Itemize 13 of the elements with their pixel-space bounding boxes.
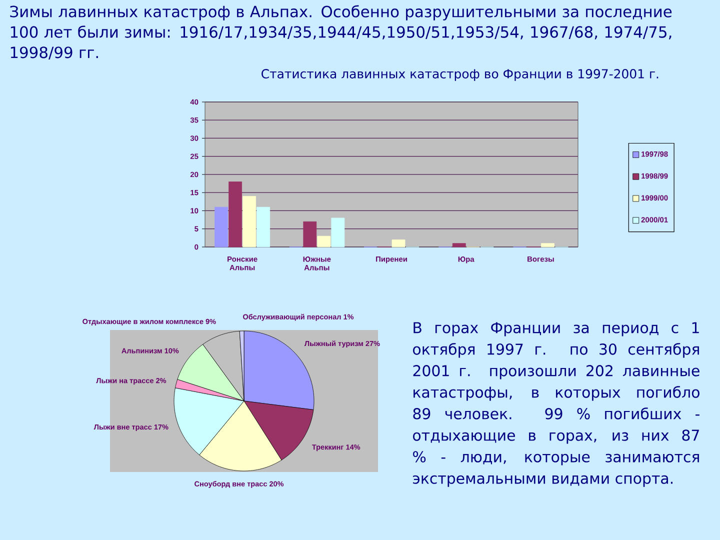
bar xyxy=(303,221,317,248)
text: В горах Франции за период с 1 октября 1997 г. по 30 сентября 2001 г. произошли 202 лавинные катастрофы, в которых погибло 89 человек. 99 % погибших - отдыхающие в горах, из них 87 % - люди, которые занимаются экстремальными видами спорта. xyxy=(413,322,700,487)
bar xyxy=(256,206,270,248)
bar xyxy=(317,236,331,248)
text: Зимы лавинных катастроф в Альпах. Особенно разрушительными за последние 100 лет были зимы: 1916/17,1934/35,1944/45,1950/51,1953/54, 1967/68, 1974/75, 1998/99 гг. xyxy=(10,5,672,60)
bar xyxy=(392,240,406,248)
bar xyxy=(331,218,345,248)
bar xyxy=(242,196,256,248)
chart-title: Статистика лавинных катастроф во Франции в 1997-2001 г. xyxy=(262,69,658,81)
bar xyxy=(214,206,228,248)
bar xyxy=(452,243,466,248)
bar xyxy=(541,243,554,248)
bar xyxy=(228,182,242,248)
